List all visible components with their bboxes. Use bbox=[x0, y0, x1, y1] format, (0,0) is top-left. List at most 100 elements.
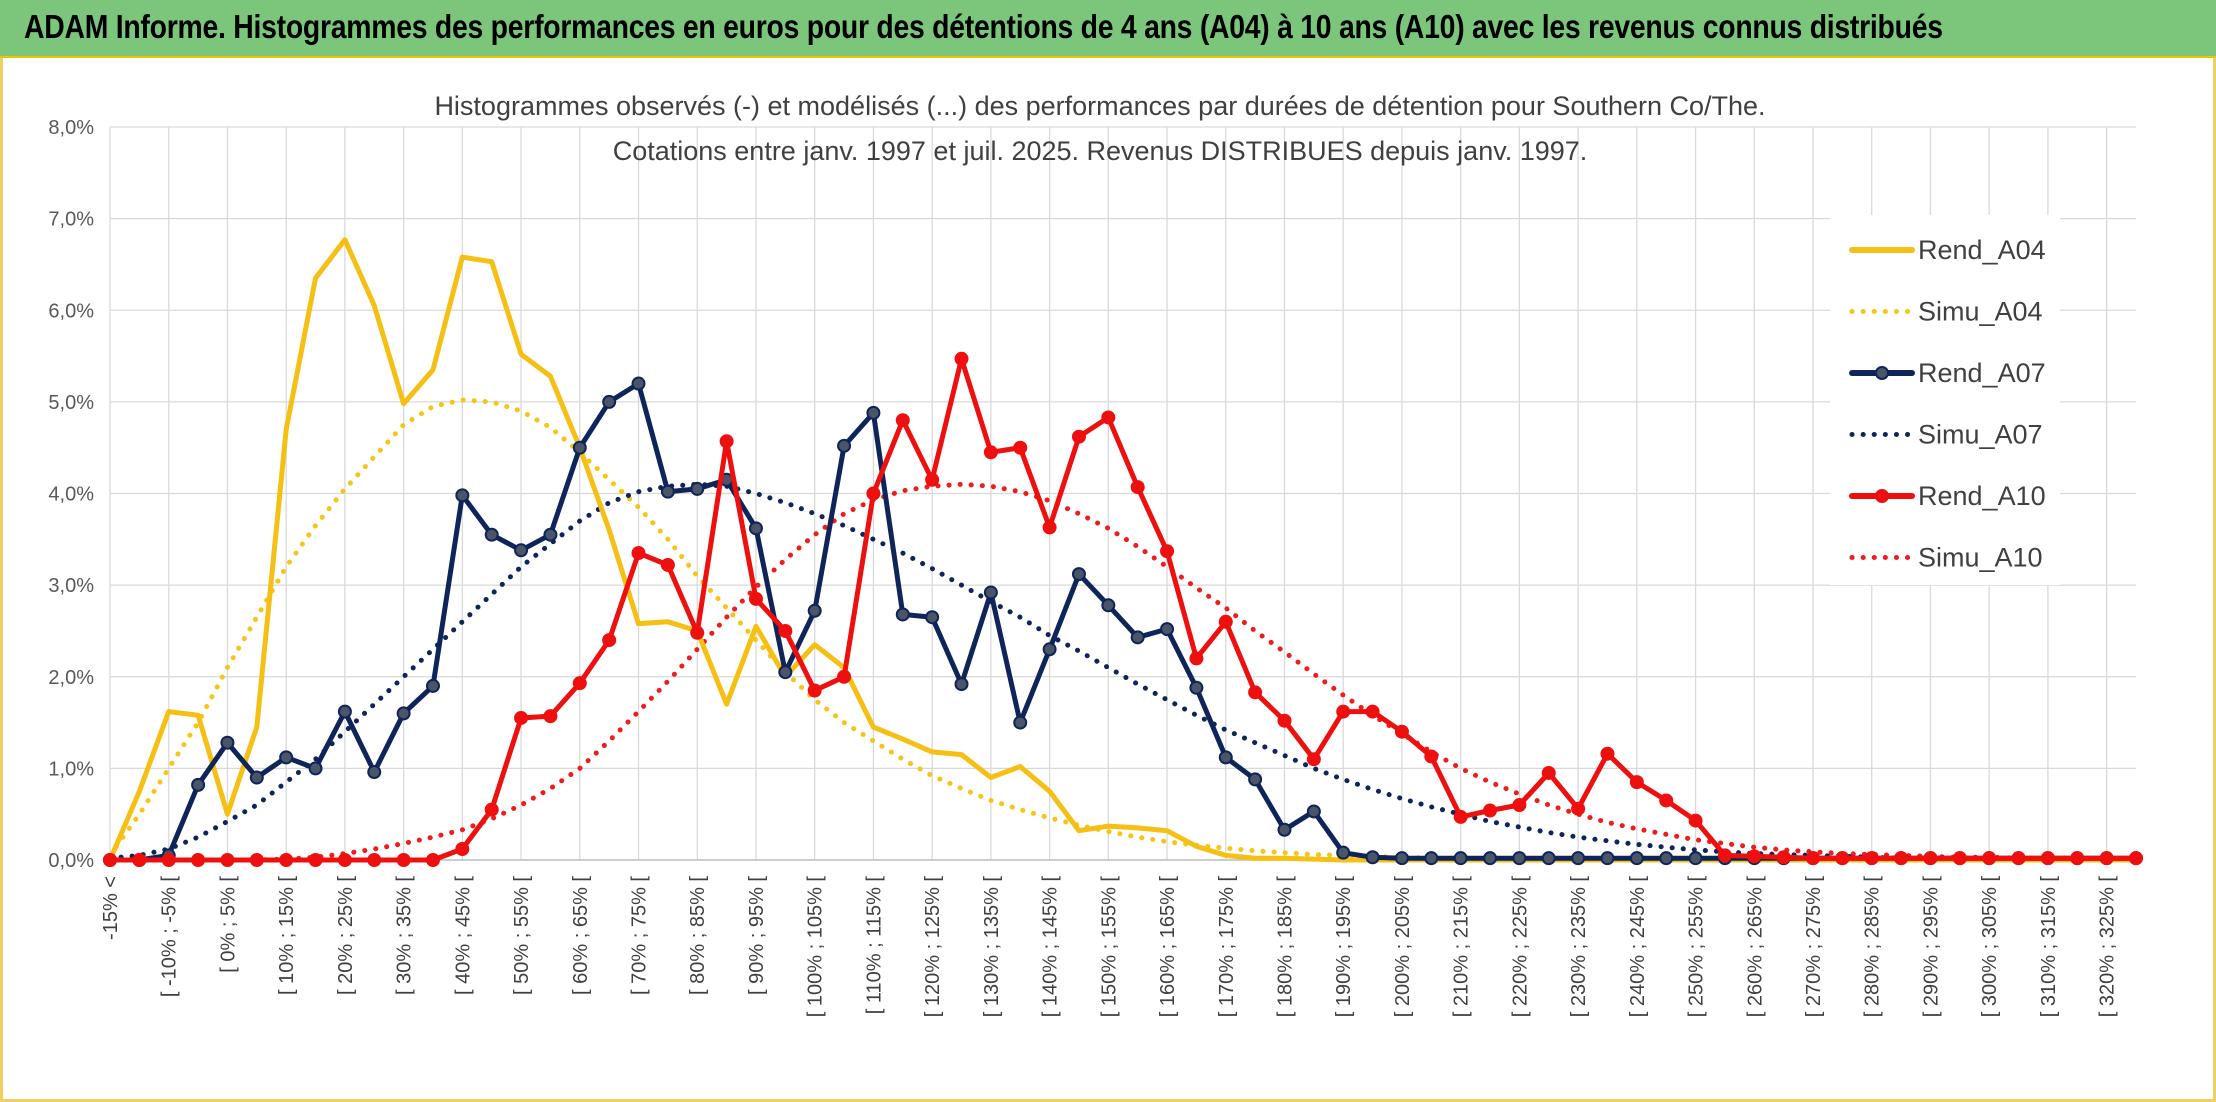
x-tick-label: [ 50% ; 55% [ bbox=[511, 876, 533, 995]
data-point-rend-a07 bbox=[1688, 851, 1703, 866]
x-tick-label: [ 0% ; 5% [ bbox=[217, 876, 239, 973]
legend-marker bbox=[1875, 489, 1889, 503]
data-point-rend-a07 bbox=[1336, 845, 1351, 860]
data-point-rend-a10 bbox=[837, 669, 852, 684]
data-point-rend-a10 bbox=[1541, 765, 1556, 780]
data-point-rend-a07 bbox=[866, 405, 881, 420]
data-point-rend-a07 bbox=[396, 706, 411, 721]
data-point-rend-a10 bbox=[1982, 851, 1997, 866]
header-banner: ADAM Informe. Histogrammes des performan… bbox=[0, 0, 2216, 58]
data-point-rend-a07 bbox=[602, 394, 617, 409]
x-tick-label: [ 220% ; 225% [ bbox=[1509, 876, 1531, 1018]
data-point-rend-a10 bbox=[1218, 614, 1233, 629]
data-point-rend-a10 bbox=[455, 842, 470, 857]
data-point-rend-a07 bbox=[1189, 680, 1204, 695]
data-point-rend-a10 bbox=[1071, 429, 1086, 444]
data-point-rend-a07 bbox=[1365, 850, 1380, 865]
data-point-rend-a10 bbox=[367, 853, 382, 867]
x-tick-label: [ 90% ; 95% [ bbox=[746, 876, 768, 995]
x-tick-label: [ 110% ; 115% [ bbox=[863, 876, 885, 1015]
data-point-rend-a07 bbox=[748, 521, 763, 536]
x-tick-label: [ -10% ; -5% [ bbox=[159, 876, 181, 998]
x-tick-label: [ 30% ; 35% [ bbox=[394, 876, 416, 995]
data-point-rend-a10 bbox=[1717, 848, 1732, 863]
data-point-rend-a10 bbox=[983, 445, 998, 460]
data-point-rend-a10 bbox=[1512, 798, 1527, 813]
data-point-rend-a07 bbox=[1218, 750, 1233, 765]
data-point-rend-a07 bbox=[1571, 851, 1586, 866]
x-tick-label: [ 290% ; 295% [ bbox=[1920, 876, 1942, 1018]
x-tick-label: [ 240% ; 245% [ bbox=[1627, 876, 1649, 1018]
data-point-rend-a10 bbox=[484, 802, 499, 817]
data-point-rend-a10 bbox=[2070, 851, 2085, 866]
chart-title: Histogrammes observés (-) et modélisés (… bbox=[434, 91, 1765, 121]
data-point-rend-a10 bbox=[1277, 713, 1292, 728]
legend-label: Rend_A10 bbox=[1918, 481, 2046, 511]
data-point-rend-a07 bbox=[514, 543, 529, 558]
data-point-rend-a10 bbox=[103, 853, 117, 867]
data-point-rend-a07 bbox=[249, 770, 264, 785]
data-point-rend-a10 bbox=[748, 591, 763, 606]
data-point-rend-a10 bbox=[631, 546, 646, 561]
data-point-rend-a10 bbox=[1952, 851, 1967, 866]
data-point-rend-a10 bbox=[514, 710, 529, 725]
data-point-rend-a10 bbox=[220, 853, 235, 867]
x-tick-label: [ 300% ; 305% [ bbox=[1979, 876, 2001, 1018]
y-axis: 0,0% 1,0% 2,0% 3,0% 4,0% 5,0% 6,0% 7,0% 8,0% bbox=[48, 117, 94, 872]
data-point-rend-a07 bbox=[1424, 851, 1439, 866]
x-tick-label: [ 130% ; 135% [ bbox=[981, 876, 1003, 1018]
x-tick-label: [ 20% ; 25% [ bbox=[335, 876, 357, 995]
data-point-rend-a10 bbox=[690, 625, 705, 640]
data-point-rend-a07 bbox=[925, 610, 940, 625]
data-point-rend-a07 bbox=[1659, 851, 1674, 866]
data-point-rend-a10 bbox=[866, 486, 881, 501]
legend-label: Rend_A04 bbox=[1918, 235, 2046, 265]
legend-marker bbox=[1875, 366, 1889, 380]
data-point-rend-a10 bbox=[543, 709, 558, 724]
x-tick-label: [ 160% ; 165% [ bbox=[1157, 876, 1179, 1018]
data-point-rend-a07 bbox=[1071, 567, 1086, 582]
data-point-rend-a10 bbox=[1013, 440, 1028, 455]
data-point-rend-a10 bbox=[1747, 849, 1762, 864]
data-point-rend-a07 bbox=[778, 665, 793, 680]
data-point-rend-a10 bbox=[602, 633, 617, 648]
data-point-rend-a10 bbox=[1806, 851, 1821, 866]
x-tick-label: [ 320% ; 325% [ bbox=[2097, 876, 2119, 1018]
x-tick-label: [ 70% ; 75% [ bbox=[629, 876, 651, 995]
data-point-rend-a10 bbox=[1659, 793, 1674, 808]
data-point-rend-a07 bbox=[1277, 822, 1292, 837]
x-tick-label: [ 150% ; 155% [ bbox=[1098, 876, 1120, 1018]
data-point-rend-a07 bbox=[1101, 598, 1116, 613]
data-point-rend-a10 bbox=[425, 853, 440, 867]
data-point-rend-a10 bbox=[778, 623, 793, 638]
data-point-rend-a10 bbox=[308, 853, 323, 867]
data-point-rend-a10 bbox=[807, 683, 822, 698]
legend: Rend_A04 Simu_A04 Rend_A07 Simu_A07 Rend_A10… bbox=[1830, 215, 2060, 585]
data-point-rend-a10 bbox=[660, 557, 675, 572]
data-point-rend-a10 bbox=[572, 676, 587, 691]
y-tick-label: 5,0% bbox=[48, 392, 94, 414]
data-point-rend-a07 bbox=[572, 440, 587, 455]
data-point-rend-a07 bbox=[337, 704, 352, 719]
data-point-rend-a07 bbox=[1394, 851, 1409, 866]
chart-frame bbox=[0, 58, 2216, 1102]
data-point-rend-a10 bbox=[1424, 749, 1439, 764]
x-tick-label: [ 250% ; 255% [ bbox=[1686, 876, 1708, 1018]
data-point-rend-a10 bbox=[1248, 685, 1263, 700]
data-point-rend-a10 bbox=[895, 413, 910, 428]
x-tick-label: [ 140% ; 145% [ bbox=[1040, 876, 1062, 1018]
data-point-rend-a07 bbox=[1483, 851, 1498, 866]
data-point-rend-a07 bbox=[543, 527, 558, 542]
x-tick-label: [ 230% ; 235% [ bbox=[1568, 876, 1590, 1018]
data-point-rend-a07 bbox=[1248, 772, 1263, 787]
data-point-rend-a10 bbox=[925, 472, 940, 487]
data-point-rend-a10 bbox=[1688, 813, 1703, 828]
data-point-rend-a10 bbox=[2040, 851, 2055, 866]
data-point-rend-a07 bbox=[837, 438, 852, 453]
data-point-rend-a07 bbox=[220, 735, 235, 750]
data-point-rend-a07 bbox=[1541, 851, 1556, 866]
data-point-rend-a07 bbox=[367, 765, 382, 780]
chart-subtitle: Cotations entre janv. 1997 et juil. 2025… bbox=[613, 136, 1588, 166]
x-tick-label: [ 100% ; 105% [ bbox=[805, 876, 827, 1018]
